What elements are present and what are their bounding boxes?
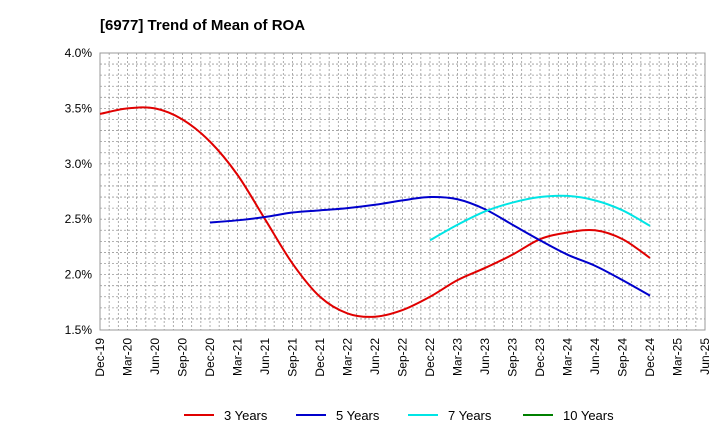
legend-label-10-years: 10 Years — [563, 408, 614, 423]
x-tick-label: Mar-22 — [341, 338, 355, 376]
series-line-3-years — [99, 106, 651, 318]
plot-frame — [99, 52, 706, 331]
x-tick-label: Jun-23 — [478, 338, 492, 375]
y-tick-label: 3.0% — [65, 157, 93, 171]
series-line-7-years — [429, 194, 651, 242]
x-tick-label: Sep-24 — [616, 338, 630, 377]
x-tick-label: Jun-22 — [368, 338, 382, 375]
legend-label-5-years: 5 Years — [336, 408, 380, 423]
legend-label-7-years: 7 Years — [448, 408, 492, 423]
y-tick-label: 2.0% — [65, 268, 93, 282]
x-tick-label: Jun-20 — [148, 338, 162, 375]
x-tick-label: Jun-25 — [698, 338, 712, 375]
y-tick-label: 4.0% — [65, 46, 93, 60]
y-tick-label: 3.5% — [65, 101, 93, 115]
x-tick-label: Dec-20 — [203, 338, 217, 377]
x-tick-label: Mar-23 — [451, 338, 465, 376]
x-tick-label: Dec-21 — [313, 338, 327, 377]
legend-label-3-years: 3 Years — [224, 408, 268, 423]
x-tick-label: Sep-23 — [506, 338, 520, 377]
grid-lines — [100, 53, 705, 330]
series-line-5-years — [209, 195, 651, 297]
series-lines — [99, 106, 651, 318]
x-tick-label: Sep-20 — [176, 338, 190, 377]
x-tick-label: Mar-20 — [121, 338, 135, 376]
y-axis-ticks: 4.0% 3.5% 3.0% 2.5% 2.0% 1.5% — [65, 46, 93, 337]
y-tick-label: 2.5% — [65, 212, 93, 226]
x-tick-label: Sep-22 — [396, 338, 410, 377]
x-tick-label: Jun-24 — [588, 338, 602, 375]
y-tick-label: 1.5% — [65, 323, 93, 337]
legend: 3 Years 5 Years 7 Years 10 Years — [184, 408, 614, 423]
x-tick-label: Sep-21 — [286, 338, 300, 377]
chart-title: [6977] Trend of Mean of ROA — [100, 17, 305, 34]
x-tick-label: Mar-24 — [561, 338, 575, 376]
x-axis-ticks: Dec-19 Mar-20 Jun-20 Sep-20 Dec-20 Mar-21 Jun-… — [93, 338, 712, 377]
x-tick-label: Mar-21 — [231, 338, 245, 376]
x-tick-label: Dec-19 — [93, 338, 107, 377]
x-tick-label: Jun-21 — [258, 338, 272, 375]
x-tick-label: Dec-23 — [533, 338, 547, 377]
x-tick-label: Mar-25 — [671, 338, 685, 376]
x-tick-label: Dec-24 — [643, 338, 657, 377]
x-tick-label: Dec-22 — [423, 338, 437, 377]
